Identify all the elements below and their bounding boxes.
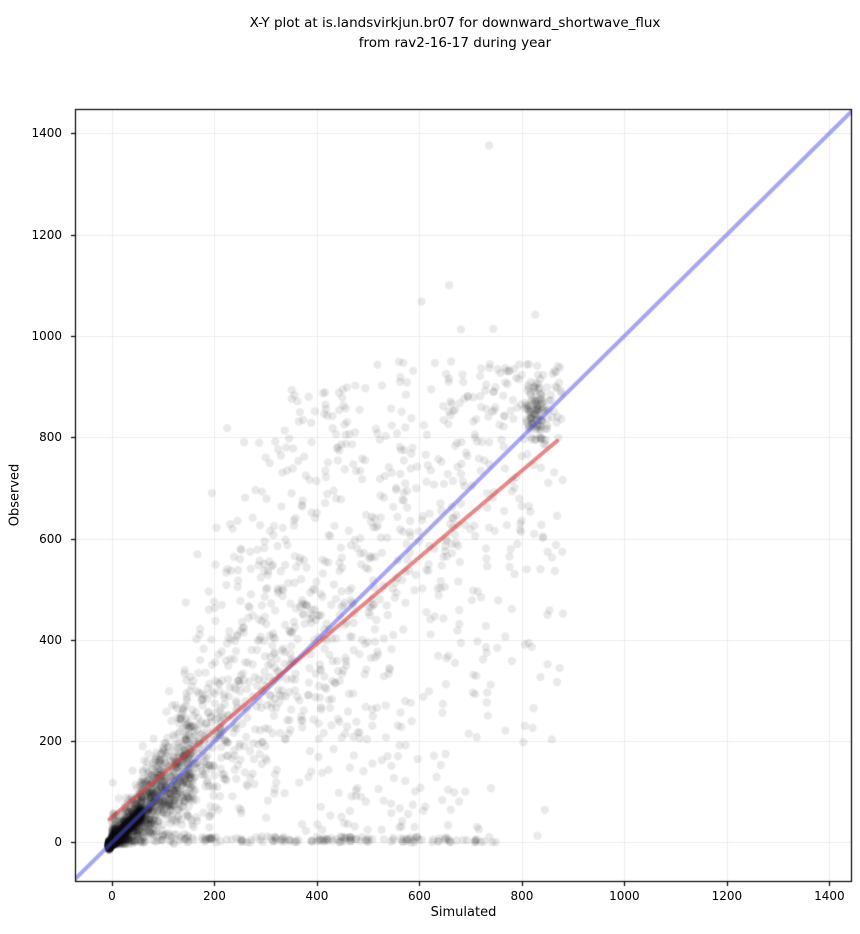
x-axis-label: Simulated bbox=[430, 905, 497, 920]
x-tick-label: 600 bbox=[407, 889, 431, 903]
y-tick-label: 600 bbox=[39, 531, 62, 546]
y-tick-label: 1400 bbox=[31, 126, 62, 141]
x-tick-label: 800 bbox=[510, 889, 534, 903]
y-tick-label: 0 bbox=[54, 835, 62, 850]
y-tick-label: 1000 bbox=[31, 328, 62, 343]
chart-title: X-Y plot at is.landsvirkjun.br07 for dow… bbox=[60, 13, 850, 53]
y-tick-label: 200 bbox=[39, 734, 62, 749]
chart-title-line1: X-Y plot at is.landsvirkjun.br07 for dow… bbox=[249, 15, 661, 31]
y-tick-label: 800 bbox=[39, 430, 62, 445]
y-tick-label: 400 bbox=[39, 632, 62, 647]
x-tick-label: 0 bbox=[108, 889, 116, 903]
x-tick-label: 1400 bbox=[814, 889, 845, 903]
x-tick-label: 1000 bbox=[609, 889, 640, 903]
y-axis-label: Observed bbox=[7, 463, 23, 527]
x-tick-label: 400 bbox=[305, 889, 329, 903]
chart-title-line2: from rav2-16-17 during year bbox=[358, 35, 552, 51]
x-tick-label: 200 bbox=[202, 889, 226, 903]
y-tick-label: 1200 bbox=[31, 227, 62, 242]
x-tick-label: 1200 bbox=[711, 889, 743, 903]
